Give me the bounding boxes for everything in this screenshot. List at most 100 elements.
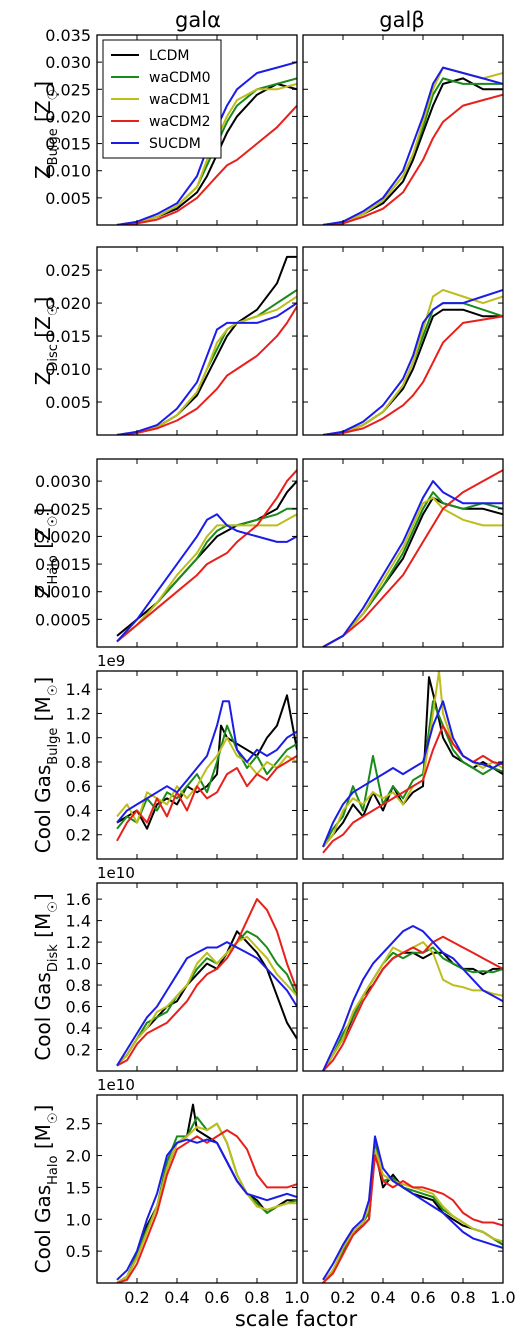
series-line-sucdm (322, 700, 503, 848)
x-tick-label: 0.2 (124, 1288, 149, 1307)
x-tick-label: 0.8 (244, 1288, 269, 1307)
ylabel-subscript: Halo (46, 1155, 61, 1184)
series-line-wacdm1 (322, 671, 503, 848)
series-line-wacdm0 (116, 507, 297, 643)
y-tick-label: 0.005 (45, 189, 91, 208)
series-line-sucdm (322, 480, 503, 647)
series-group (116, 694, 297, 842)
ylabel-subscript: Halo (46, 555, 61, 584)
series-line-lcdm (116, 480, 297, 637)
series-line-lcdm (116, 1103, 297, 1283)
legend-label-wacdm1: waCDM1 (149, 92, 211, 108)
y-offset-text: 1e9 (97, 652, 125, 670)
series-group (322, 469, 503, 647)
ylabel-unit: [Z (31, 316, 55, 344)
ylabel-subscript: Disc (46, 344, 61, 372)
series-line-wacdm2 (116, 104, 297, 225)
ylabel-unit: [M (31, 1124, 55, 1155)
y-tick-label: 0.2 (66, 1041, 91, 1060)
ylabel-unit: [M (31, 696, 55, 727)
legend: LCDM waCDM0 waCDM1 waCDM2 SUCDM (102, 39, 222, 159)
panel-frame (96, 458, 298, 648)
y-offset-text: 1e10 (97, 1076, 135, 1094)
y-tick-label: 0.2 (66, 826, 91, 845)
y-offset-text: 1e10 (97, 864, 135, 882)
ylabel-unit-close: ] (31, 1105, 55, 1113)
y-tick-label: 0.0020 (35, 527, 91, 546)
ylabel-unit-subscript: ☉ (46, 1112, 61, 1124)
series-group (116, 255, 297, 435)
series-line-wacdm1 (116, 513, 297, 643)
x-tick-label: 0.4 (164, 1288, 189, 1307)
series-line-lcdm (116, 694, 297, 830)
series-line-wacdm1 (322, 496, 503, 647)
y-tick-label: 1.6 (66, 890, 91, 909)
y-tick-label: 0.005 (45, 393, 91, 412)
series-line-sucdm (322, 288, 503, 435)
ylabel-unit-subscript: ☉ (46, 305, 61, 317)
series-group (322, 288, 503, 435)
legend-label-sucdm: SUCDM (149, 136, 201, 152)
y-axis-label: Cool GasDisk [M☉] (31, 893, 61, 1060)
series-line-wacdm0 (322, 700, 503, 848)
y-tick-label: 0.0030 (35, 472, 91, 491)
panel-frame (302, 882, 504, 1072)
series-group (322, 671, 503, 854)
ylabel-unit-subscript: ☉ (46, 516, 61, 528)
panel-2-0: 0.0005 0.0010 0.0015 0.0020 0.0025 0.0030 (35, 458, 298, 648)
y-tick-label: 1.0 (66, 729, 91, 748)
panel-frame (302, 670, 504, 860)
y-tick-label: 0.015 (45, 327, 91, 346)
y-tick-label: 0.0005 (35, 610, 91, 629)
y-tick-label: 0.5 (66, 1242, 91, 1261)
column-title-gal-beta: galβ (379, 8, 424, 32)
series-line-wacdm2 (322, 1154, 503, 1283)
x-axis-label: scale factor (235, 1307, 358, 1331)
y-tick-label: 0.8 (66, 753, 91, 772)
ylabel-unit: [Z (31, 527, 55, 555)
y-tick-label: 0.6 (66, 998, 91, 1017)
series-line-wacdm2 (116, 1129, 297, 1283)
y-tick-label: 1.0 (66, 955, 91, 974)
y-tick-label: 1.4 (66, 912, 91, 931)
panel-frame (96, 670, 298, 860)
series-line-wacdm2 (322, 469, 503, 647)
ylabel-unit-subscript: ☉ (46, 89, 61, 101)
series-line-sucdm (322, 1135, 503, 1281)
ylabel-subscript: Disk (46, 944, 61, 972)
series-group (116, 898, 297, 1067)
ylabel-main: Z (31, 372, 55, 386)
ylabel-subscript: Bulge (46, 728, 61, 765)
y-tick-label: 2.0 (66, 1147, 91, 1166)
panel-3-0: 0.2 0.4 0.6 0.8 1.0 1.2 1.4 (66, 670, 298, 860)
series-group (116, 1103, 297, 1283)
y-tick-label: 0.020 (45, 107, 91, 126)
y-tick-label: 0.4 (66, 801, 91, 820)
panel-2-1 (302, 458, 504, 648)
series-line-sucdm (116, 513, 297, 643)
series-line-wacdm2 (116, 755, 297, 842)
y-tick-label: 0.8 (66, 976, 91, 995)
ylabel-unit: [Z (31, 100, 55, 128)
y-tick-label: 0.025 (45, 80, 91, 99)
legend-label-lcdm: LCDM (149, 48, 189, 64)
ylabel-main: Cool Gas (31, 765, 55, 854)
column-title-gal-alpha: galα (175, 8, 221, 32)
series-line-wacdm2 (116, 305, 297, 435)
series-line-sucdm (116, 1138, 297, 1281)
y-tick-label: 0.0015 (35, 555, 91, 574)
x-tick-label: 0.2 (330, 1288, 355, 1307)
ylabel-main: Cool Gas (31, 972, 55, 1061)
series-line-lcdm (322, 308, 503, 435)
series-line-sucdm (322, 66, 503, 225)
series-line-sucdm (116, 941, 297, 1067)
ylabel-main: Z (31, 584, 55, 598)
series-line-sucdm (116, 700, 297, 824)
panel-frame (96, 882, 298, 1072)
series-group (322, 1135, 503, 1283)
series-line-wacdm2 (322, 935, 503, 1071)
ylabel-main: Z (31, 165, 55, 179)
series-line-wacdm0 (322, 491, 503, 647)
ylabel-unit-subscript: ☉ (46, 685, 61, 697)
ylabel-subscript: Bulge (46, 128, 61, 165)
